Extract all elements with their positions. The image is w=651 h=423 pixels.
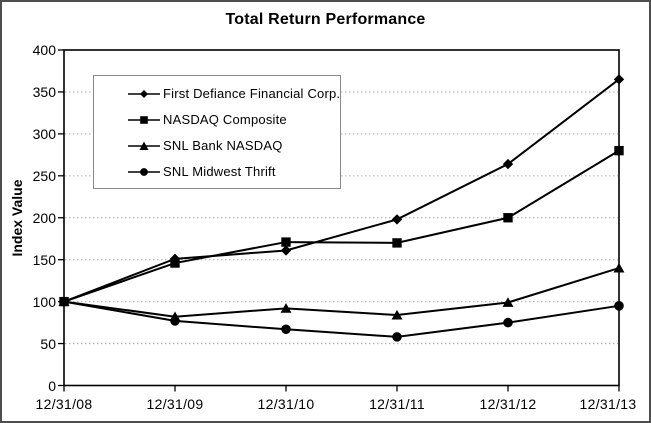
square-marker-icon [128,113,160,125]
legend-label: SNL Midwest Thrift [163,163,276,179]
triangle-marker [139,141,149,150]
y-tick-label: 300 [32,125,56,142]
legend-label: NASDAQ Composite [163,111,287,127]
series-line [63,300,620,338]
x-tick-label: 12/31/09 [146,395,204,412]
x-tick-label: 12/31/13 [579,395,637,412]
legend-label: SNL Bank NASDAQ [163,137,283,153]
triangle-marker [502,297,514,307]
x-tick-label: 12/31/12 [479,395,537,412]
y-tick-label: 150 [32,251,56,268]
diamond-marker [280,245,292,256]
diamond-marker-icon [128,87,160,99]
legend-icon-svg [128,168,160,176]
y-tick-label: 400 [32,42,56,58]
circle-marker [170,316,180,326]
circle-marker [614,301,624,311]
diamond-marker [140,90,148,98]
circle-marker [392,332,402,342]
chart-title: Total Return Performance [225,11,426,28]
square-marker [614,145,624,156]
gridlines [65,91,618,345]
legend-icon-svg [128,141,160,150]
square-marker [140,116,148,124]
y-tick-label: 100 [32,293,56,310]
y-tick-label: 200 [32,209,56,226]
square-marker [392,238,402,248]
triangle-marker-icon [128,139,160,151]
y-tick-label: 350 [32,83,56,100]
legend-item-snl-bank-nasdaq: SNL Bank NASDAQ [128,133,340,157]
legend-icon-svg [128,90,160,98]
legend-item-nasdaq-composite: NASDAQ Composite [128,107,340,131]
triangle-marker [391,309,403,320]
x-tick-label: 12/31/08 [35,395,93,412]
x-tick-label: 12/31/10 [257,395,315,412]
circle-marker [59,296,69,307]
triangle-marker [613,262,625,273]
y-tick-label: 0 [48,377,56,394]
diamond-marker [613,74,625,85]
circle-marker [281,324,291,335]
square-marker [281,237,291,247]
series-snl-midwest-thrift [59,296,624,342]
circle-marker [503,317,513,328]
series-line [63,78,620,303]
diamond-marker [502,158,514,170]
square-marker [503,213,513,223]
legend-label: First Defiance Financial Corp. [163,85,341,101]
legend-item-snl-midwest-thrift: SNL Midwest Thrift [128,159,340,183]
y-tick-label: 50 [40,335,56,352]
plot-border [63,49,620,387]
y-tick-label: 250 [32,167,56,184]
legend-box: First Defiance Financial Corp. NASDAQ Co… [93,75,341,189]
circle-marker-icon [128,165,160,177]
series-line [63,267,620,318]
legend-item-first-defiance: First Defiance Financial Corp. [128,81,340,105]
x-tick-label: 12/31/11 [369,395,425,412]
square-marker [170,258,180,268]
triangle-marker [280,303,292,313]
series-line [63,149,620,303]
legend-icon-svg [128,116,160,124]
circle-marker [140,168,148,176]
diamond-marker [391,214,403,225]
